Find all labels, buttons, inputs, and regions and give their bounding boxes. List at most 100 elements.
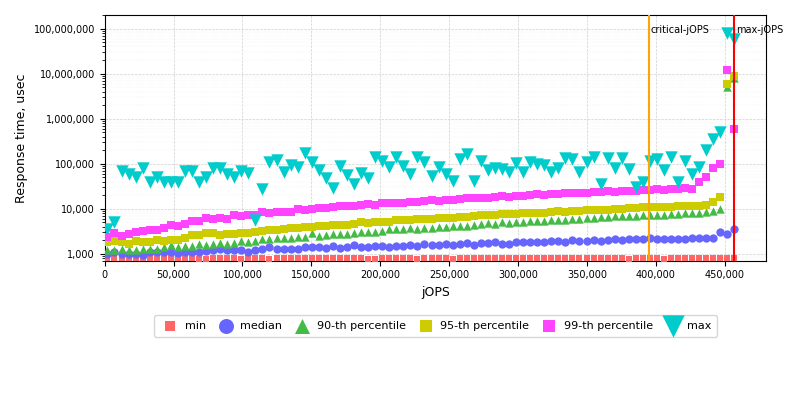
min	[686, 255, 698, 262]
90-th percentile	[397, 226, 410, 232]
max	[369, 154, 382, 160]
median	[482, 240, 494, 246]
max	[615, 155, 628, 161]
99-th percentile	[559, 190, 572, 196]
90-th percentile	[284, 235, 297, 241]
median	[608, 236, 621, 243]
Text: critical-jOPS: critical-jOPS	[650, 25, 710, 35]
max	[390, 154, 402, 160]
95-th percentile	[129, 238, 142, 244]
90-th percentile	[354, 229, 367, 236]
95-th percentile	[439, 215, 452, 221]
median	[495, 240, 508, 247]
95-th percentile	[284, 225, 297, 231]
90-th percentile	[721, 84, 734, 90]
min	[502, 255, 515, 262]
90-th percentile	[369, 228, 382, 235]
99-th percentile	[608, 188, 621, 195]
min	[510, 255, 522, 261]
99-th percentile	[552, 191, 565, 197]
Legend: min, median, 90-th percentile, 95-th percentile, 99-th percentile, max: min, median, 90-th percentile, 95-th per…	[154, 316, 717, 336]
95-th percentile	[559, 208, 572, 215]
min	[538, 255, 550, 262]
99-th percentile	[108, 229, 121, 236]
max	[728, 35, 741, 42]
90-th percentile	[108, 246, 121, 253]
90-th percentile	[298, 234, 311, 240]
min	[270, 255, 283, 262]
max	[622, 166, 635, 172]
90-th percentile	[460, 222, 473, 229]
min	[622, 256, 635, 262]
99-th percentile	[397, 200, 410, 206]
95-th percentile	[348, 221, 361, 227]
95-th percentile	[608, 206, 621, 212]
99-th percentile	[566, 190, 579, 196]
99-th percentile	[693, 178, 706, 185]
median	[707, 235, 720, 241]
90-th percentile	[228, 240, 241, 246]
max	[143, 178, 156, 185]
90-th percentile	[672, 211, 685, 217]
95-th percentile	[594, 206, 607, 213]
median	[622, 236, 635, 242]
95-th percentile	[411, 216, 424, 222]
95-th percentile	[306, 224, 318, 230]
90-th percentile	[714, 206, 726, 212]
median	[467, 242, 480, 248]
99-th percentile	[186, 218, 198, 224]
95-th percentile	[136, 239, 149, 245]
max	[284, 162, 297, 169]
99-th percentile	[728, 126, 741, 132]
90-th percentile	[474, 221, 487, 228]
99-th percentile	[545, 191, 558, 197]
max	[707, 136, 720, 142]
90-th percentile	[249, 238, 262, 244]
95-th percentile	[700, 202, 713, 208]
min	[467, 255, 480, 262]
95-th percentile	[193, 232, 206, 238]
max	[165, 178, 178, 185]
90-th percentile	[270, 235, 283, 241]
90-th percentile	[658, 211, 670, 218]
max	[608, 165, 621, 171]
median	[186, 249, 198, 255]
min	[728, 255, 741, 261]
max	[693, 163, 706, 170]
min	[235, 255, 248, 262]
95-th percentile	[143, 239, 156, 245]
median	[158, 249, 170, 256]
max	[341, 172, 354, 178]
95-th percentile	[665, 204, 678, 210]
max	[150, 174, 163, 180]
99-th percentile	[270, 209, 283, 216]
95-th percentile	[186, 232, 198, 238]
95-th percentile	[489, 211, 502, 218]
max	[517, 168, 530, 175]
min	[390, 255, 402, 261]
median	[721, 230, 734, 237]
99-th percentile	[615, 188, 628, 194]
99-th percentile	[122, 231, 135, 237]
median	[284, 246, 297, 252]
90-th percentile	[235, 238, 248, 244]
min	[397, 255, 410, 261]
min	[446, 256, 459, 262]
median	[602, 237, 614, 243]
max	[545, 169, 558, 175]
min	[228, 255, 241, 262]
99-th percentile	[580, 189, 593, 196]
90-th percentile	[678, 210, 691, 216]
90-th percentile	[306, 230, 318, 236]
95-th percentile	[341, 222, 354, 228]
median	[678, 235, 691, 242]
95-th percentile	[552, 208, 565, 215]
99-th percentile	[672, 186, 685, 192]
min	[524, 255, 537, 262]
90-th percentile	[193, 241, 206, 247]
max	[672, 179, 685, 186]
max	[559, 154, 572, 161]
90-th percentile	[115, 246, 128, 252]
Y-axis label: Response time, usec: Response time, usec	[15, 73, 28, 203]
min	[108, 255, 121, 261]
